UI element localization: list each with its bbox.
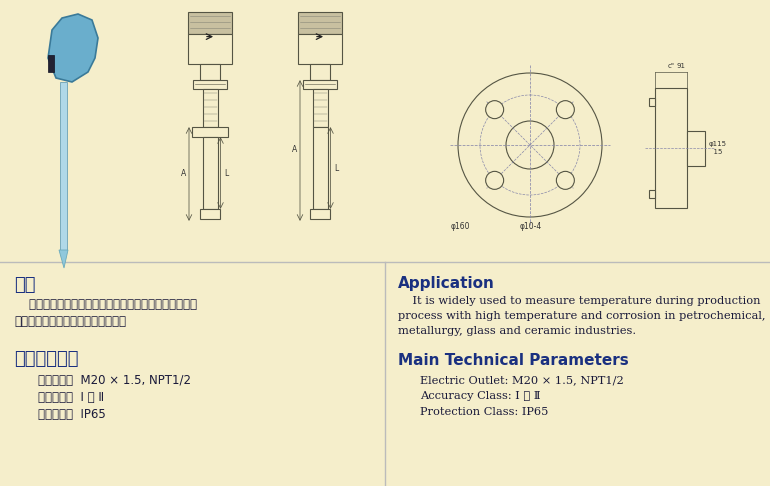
Bar: [655, 88, 687, 208]
Bar: [649, 190, 655, 198]
Text: Main Technical Parameters: Main Technical Parameters: [398, 353, 629, 368]
Circle shape: [486, 172, 504, 190]
Text: 主要技术参数: 主要技术参数: [14, 350, 79, 368]
Polygon shape: [59, 250, 68, 268]
Text: c": c": [668, 63, 675, 69]
Text: 油化工、冶炼玻璃及陶瓷工业测温。: 油化工、冶炼玻璃及陶瓷工业测温。: [14, 315, 126, 328]
Text: 精度等级：  Ⅰ 、 Ⅱ: 精度等级： Ⅰ 、 Ⅱ: [38, 391, 104, 404]
Polygon shape: [48, 14, 98, 82]
Bar: [313, 89, 327, 127]
Text: φ115
  15: φ115 15: [709, 141, 727, 155]
Bar: [203, 137, 217, 209]
Bar: [298, 34, 342, 64]
Circle shape: [486, 101, 504, 119]
Text: Application: Application: [398, 276, 495, 291]
Text: A: A: [292, 145, 297, 154]
Polygon shape: [48, 55, 54, 72]
Bar: [200, 64, 220, 80]
Circle shape: [506, 121, 554, 169]
Text: 防护等级：  IP65: 防护等级： IP65: [38, 408, 105, 421]
Bar: [193, 80, 227, 89]
Bar: [313, 127, 327, 209]
Circle shape: [557, 172, 574, 190]
Text: φ160: φ160: [450, 222, 470, 231]
Bar: [192, 127, 228, 137]
Text: L: L: [225, 169, 229, 177]
Text: 电气出口：  M20 × 1.5, NPT1/2: 电气出口： M20 × 1.5, NPT1/2: [38, 374, 191, 387]
Text: process with high temperature and corrosion in petrochemical,: process with high temperature and corros…: [398, 311, 765, 321]
Text: A: A: [181, 169, 186, 177]
Text: φ10-4: φ10-4: [520, 222, 542, 231]
Bar: [200, 209, 220, 219]
Text: It is widely used to measure temperature during production: It is widely used to measure temperature…: [398, 296, 761, 306]
Bar: [687, 131, 705, 166]
Bar: [188, 34, 232, 64]
Circle shape: [557, 101, 574, 119]
Text: 适用于各种生产过程中高温、腐蚀性场合，广泛应用石: 适用于各种生产过程中高温、腐蚀性场合，广泛应用石: [14, 298, 197, 311]
Text: 91: 91: [677, 63, 685, 69]
Bar: [298, 12, 342, 34]
Text: Protection Class: IP65: Protection Class: IP65: [420, 407, 548, 417]
Text: metallurgy, glass and ceramic industries.: metallurgy, glass and ceramic industries…: [398, 326, 636, 336]
Text: 应用: 应用: [14, 276, 35, 294]
Text: Electric Outlet: M20 × 1.5, NPT1/2: Electric Outlet: M20 × 1.5, NPT1/2: [420, 375, 624, 385]
Bar: [310, 64, 330, 80]
Text: Accuracy Class: Ⅰ 、 Ⅱ: Accuracy Class: Ⅰ 、 Ⅱ: [420, 391, 541, 401]
Circle shape: [458, 73, 602, 217]
Bar: [60, 82, 67, 250]
Text: L: L: [334, 163, 339, 173]
Bar: [203, 89, 217, 127]
Bar: [303, 80, 337, 89]
Bar: [310, 209, 330, 219]
Bar: [188, 12, 232, 34]
Bar: [649, 98, 655, 106]
